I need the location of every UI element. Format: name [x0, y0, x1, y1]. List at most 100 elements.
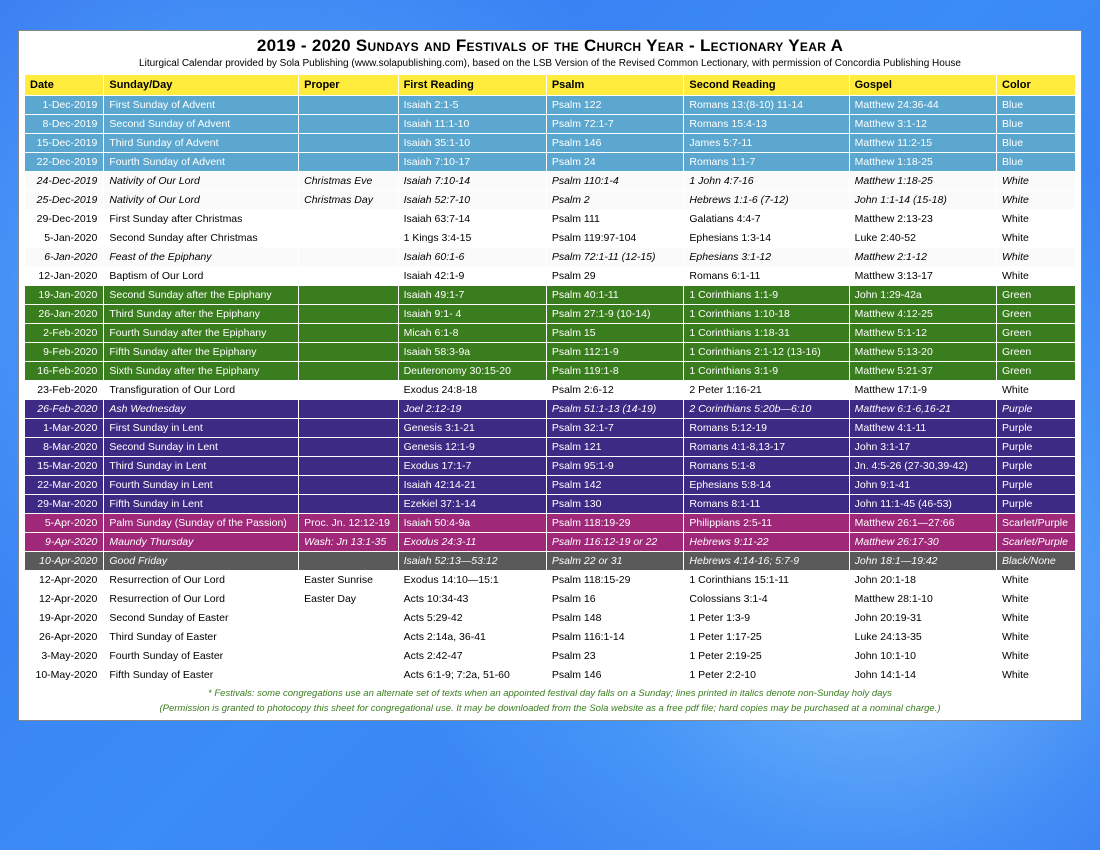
cell-psalm: Psalm 119:1-8 — [547, 362, 684, 380]
cell-proper: Proc. Jn. 12:12-19 — [299, 514, 397, 532]
cell-second-reading: Ephesians 1:3-14 — [684, 229, 848, 247]
cell-gospel: Matthew 4:12-25 — [850, 305, 996, 323]
cell-color: Blue — [997, 115, 1075, 133]
cell-date: 15-Mar-2020 — [25, 457, 103, 475]
cell-first-reading: Ezekiel 37:1-14 — [399, 495, 546, 513]
cell-color: Green — [997, 362, 1075, 380]
cell-first-reading: Isaiah 7:10-14 — [399, 172, 546, 190]
cell-proper — [299, 210, 397, 228]
cell-second-reading: Romans 5:1-8 — [684, 457, 848, 475]
cell-date: 9-Feb-2020 — [25, 343, 103, 361]
cell-first-reading: Exodus 24:3-11 — [399, 533, 546, 551]
cell-date: 5-Apr-2020 — [25, 514, 103, 532]
cell-date: 5-Jan-2020 — [25, 229, 103, 247]
cell-proper — [299, 438, 397, 456]
subtitle: Liturgical Calendar provided by Sola Pub… — [24, 56, 1076, 74]
cell-gospel: Matthew 2:13-23 — [850, 210, 996, 228]
cell-psalm: Psalm 146 — [547, 134, 684, 152]
cell-gospel: John 9:1-41 — [850, 476, 996, 494]
table-row: 3-May-2020Fourth Sunday of EasterActs 2:… — [25, 647, 1075, 665]
table-row: 19-Jan-2020Second Sunday after the Epiph… — [25, 286, 1075, 304]
cell-psalm: Psalm 95:1-9 — [547, 457, 684, 475]
cell-psalm: Psalm 27:1-9 (10-14) — [547, 305, 684, 323]
cell-date: 29-Dec-2019 — [25, 210, 103, 228]
cell-second-reading: Ephesians 5:8-14 — [684, 476, 848, 494]
cell-psalm: Psalm 29 — [547, 267, 684, 285]
cell-day: First Sunday after Christmas — [104, 210, 298, 228]
cell-psalm: Psalm 72:1-11 (12-15) — [547, 248, 684, 266]
cell-proper — [299, 343, 397, 361]
page-title: 2019 - 2020 Sundays and Festivals of the… — [24, 34, 1076, 56]
cell-second-reading: 1 John 4:7-16 — [684, 172, 848, 190]
cell-second-reading: Galatians 4:4-7 — [684, 210, 848, 228]
cell-psalm: Psalm 23 — [547, 647, 684, 665]
cell-first-reading: Isaiah 49:1-7 — [399, 286, 546, 304]
cell-day: Good Friday — [104, 552, 298, 570]
cell-first-reading: Isaiah 60:1-6 — [399, 248, 546, 266]
cell-day: Fifth Sunday after the Epiphany — [104, 343, 298, 361]
cell-gospel: John 1:1-14 (15-18) — [850, 191, 996, 209]
cell-color: Green — [997, 286, 1075, 304]
table-header-row: Date Sunday/Day Proper First Reading Psa… — [25, 75, 1075, 95]
cell-proper: Christmas Eve — [299, 172, 397, 190]
table-row: 10-May-2020Fifth Sunday of EasterActs 6:… — [25, 666, 1075, 684]
cell-date: 12-Apr-2020 — [25, 571, 103, 589]
cell-date: 25-Dec-2019 — [25, 191, 103, 209]
cell-psalm: Psalm 16 — [547, 590, 684, 608]
cell-first-reading: Isaiah 52:13—53:12 — [399, 552, 546, 570]
cell-date: 26-Feb-2020 — [25, 400, 103, 418]
cell-color: Blue — [997, 134, 1075, 152]
cell-second-reading: 2 Corinthians 5:20b—6:10 — [684, 400, 848, 418]
cell-color: White — [997, 666, 1075, 684]
cell-color: White — [997, 191, 1075, 209]
cell-color: White — [997, 628, 1075, 646]
cell-second-reading: 1 Corinthians 15:1-11 — [684, 571, 848, 589]
cell-gospel: John 18:1—19:42 — [850, 552, 996, 570]
cell-gospel: John 20:19-31 — [850, 609, 996, 627]
cell-date: 1-Dec-2019 — [25, 96, 103, 114]
cell-second-reading: 1 Corinthians 1:10-18 — [684, 305, 848, 323]
table-row: 1-Mar-2020First Sunday in LentGenesis 3:… — [25, 419, 1075, 437]
cell-gospel: John 14:1-14 — [850, 666, 996, 684]
table-row: 22-Mar-2020Fourth Sunday in LentIsaiah 4… — [25, 476, 1075, 494]
cell-proper — [299, 552, 397, 570]
cell-gospel: Matthew 28:1-10 — [850, 590, 996, 608]
cell-first-reading: Isaiah 52:7-10 — [399, 191, 546, 209]
table-row: 10-Apr-2020Good FridayIsaiah 52:13—53:12… — [25, 552, 1075, 570]
cell-psalm: Psalm 118:19-29 — [547, 514, 684, 532]
cell-proper: Wash: Jn 13:1-35 — [299, 533, 397, 551]
cell-psalm: Psalm 15 — [547, 324, 684, 342]
table-row: 12-Apr-2020Resurrection of Our LordEaste… — [25, 571, 1075, 589]
cell-first-reading: 1 Kings 3:4-15 — [399, 229, 546, 247]
cell-first-reading: Acts 5:29-42 — [399, 609, 546, 627]
table-row: 12-Jan-2020Baptism of Our LordIsaiah 42:… — [25, 267, 1075, 285]
cell-proper — [299, 134, 397, 152]
cell-color: White — [997, 229, 1075, 247]
cell-day: Fourth Sunday in Lent — [104, 476, 298, 494]
cell-gospel: Matthew 1:18-25 — [850, 172, 996, 190]
cell-color: White — [997, 647, 1075, 665]
cell-gospel: Matthew 3:1-12 — [850, 115, 996, 133]
cell-color: White — [997, 381, 1075, 399]
cell-first-reading: Genesis 12:1-9 — [399, 438, 546, 456]
table-row: 15-Dec-2019Third Sunday of AdventIsaiah … — [25, 134, 1075, 152]
cell-first-reading: Joel 2:12-19 — [399, 400, 546, 418]
cell-proper — [299, 628, 397, 646]
cell-day: Ash Wednesday — [104, 400, 298, 418]
col-date: Date — [25, 75, 103, 95]
cell-gospel: Matthew 24:36-44 — [850, 96, 996, 114]
cell-day: Fifth Sunday of Easter — [104, 666, 298, 684]
cell-first-reading: Exodus 17:1-7 — [399, 457, 546, 475]
cell-date: 10-May-2020 — [25, 666, 103, 684]
cell-gospel: Matthew 2:1-12 — [850, 248, 996, 266]
cell-gospel: Matthew 1:18-25 — [850, 153, 996, 171]
cell-proper — [299, 248, 397, 266]
cell-second-reading: Romans 1:1-7 — [684, 153, 848, 171]
cell-first-reading: Exodus 24:8-18 — [399, 381, 546, 399]
cell-date: 8-Mar-2020 — [25, 438, 103, 456]
table-row: 9-Feb-2020Fifth Sunday after the Epiphan… — [25, 343, 1075, 361]
cell-date: 12-Jan-2020 — [25, 267, 103, 285]
cell-date: 24-Dec-2019 — [25, 172, 103, 190]
table-row: 29-Dec-2019First Sunday after ChristmasI… — [25, 210, 1075, 228]
table-row: 26-Jan-2020Third Sunday after the Epipha… — [25, 305, 1075, 323]
